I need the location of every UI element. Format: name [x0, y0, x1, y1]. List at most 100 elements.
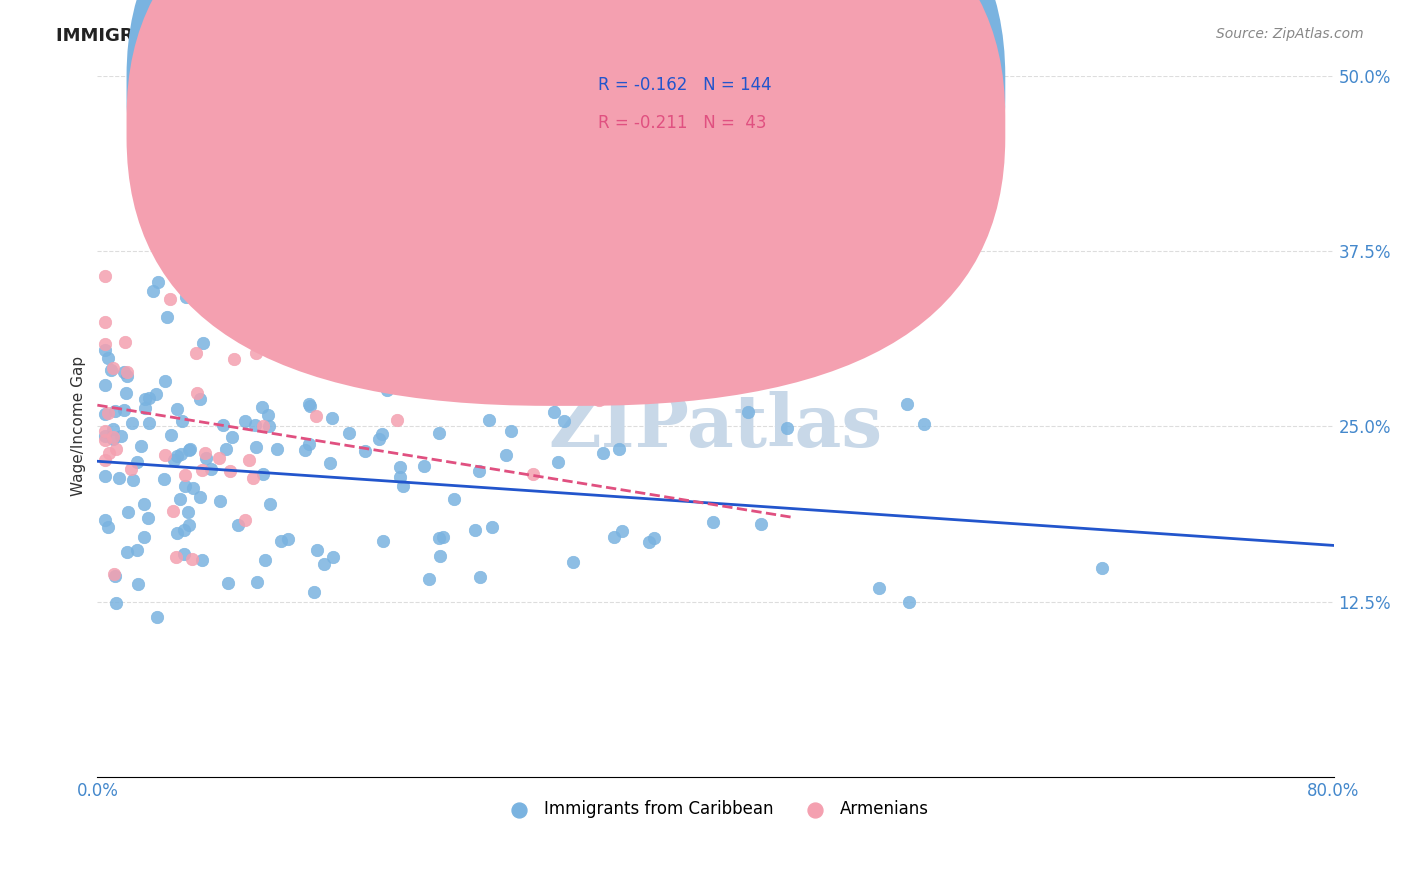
Point [134, 401, 156, 415]
Point [253, 553, 276, 567]
Point [110, 429, 132, 443]
Point [294, 442, 316, 457]
Point [117, 505, 139, 519]
Point [194, 446, 217, 460]
Point [387, 413, 409, 427]
Point [547, 455, 569, 469]
Point [252, 419, 274, 434]
Point [153, 472, 176, 486]
Point [94, 468, 117, 483]
Point [846, 321, 869, 335]
Point [588, 392, 610, 407]
Point [266, 442, 288, 457]
Point [245, 440, 267, 454]
Point [543, 405, 565, 419]
Point [134, 392, 156, 407]
Point [553, 414, 575, 428]
Point [103, 567, 125, 582]
Legend: Immigrants from Caribbean, Armenians: Immigrants from Caribbean, Armenians [495, 793, 935, 824]
Point [177, 518, 200, 533]
Point [121, 473, 143, 487]
Point [108, 471, 131, 485]
Point [429, 549, 451, 563]
Point [468, 384, 491, 398]
Point [94, 512, 117, 526]
Point [385, 359, 408, 374]
Point [522, 467, 544, 481]
Point [159, 292, 181, 306]
Point [186, 346, 208, 360]
Point [191, 553, 214, 567]
Point [97, 406, 120, 420]
Point [256, 408, 278, 422]
Point [97, 446, 120, 460]
Point [702, 515, 724, 529]
Point [97, 520, 120, 534]
Point [305, 409, 328, 424]
Point [418, 572, 440, 586]
Point [495, 448, 517, 462]
Point [242, 471, 264, 485]
Text: IMMIGRANTS FROM CARIBBEAN VS ARMENIAN WAGE/INCOME GAP CORRELATION CHART: IMMIGRANTS FROM CARIBBEAN VS ARMENIAN WA… [56, 27, 946, 45]
Point [94, 343, 117, 358]
Point [481, 519, 503, 533]
Point [177, 505, 200, 519]
Point [299, 400, 322, 414]
Point [277, 532, 299, 546]
Point [127, 577, 149, 591]
Point [252, 467, 274, 482]
Point [165, 549, 187, 564]
Point [166, 525, 188, 540]
Point [312, 557, 335, 571]
Point [104, 596, 127, 610]
Point [353, 443, 375, 458]
Point [211, 417, 233, 432]
Point [94, 424, 117, 438]
Point [250, 400, 273, 414]
Point [478, 413, 501, 427]
Point [97, 351, 120, 365]
Point [470, 570, 492, 584]
Point [138, 416, 160, 430]
Point [603, 530, 626, 544]
Point [371, 427, 394, 442]
Point [162, 504, 184, 518]
Point [468, 464, 491, 478]
Point [104, 403, 127, 417]
Text: Source: ZipAtlas.com: Source: ZipAtlas.com [1216, 27, 1364, 41]
Point [101, 432, 124, 446]
Point [115, 368, 138, 383]
Point [389, 459, 412, 474]
Point [174, 467, 197, 482]
Point [218, 464, 240, 478]
Point [155, 449, 177, 463]
Point [208, 494, 231, 508]
Point [100, 363, 122, 377]
Point [367, 432, 389, 446]
Point [524, 353, 547, 368]
Point [173, 547, 195, 561]
Point [170, 447, 193, 461]
Point [112, 365, 135, 379]
Point [181, 481, 204, 495]
Point [337, 425, 360, 440]
Point [94, 336, 117, 351]
Point [450, 388, 472, 402]
Point [235, 414, 257, 428]
Point [868, 581, 890, 595]
Text: ZIPatlas: ZIPatlas [548, 391, 883, 462]
Point [115, 386, 138, 401]
Point [246, 575, 269, 590]
Point [169, 491, 191, 506]
Point [274, 310, 297, 325]
Point [188, 392, 211, 406]
Point [319, 456, 342, 470]
Point [233, 513, 256, 527]
Point [775, 421, 797, 435]
Point [94, 268, 117, 283]
Point [105, 442, 128, 456]
Point [246, 337, 269, 351]
Point [103, 361, 125, 376]
Point [94, 408, 117, 422]
Point [412, 459, 434, 474]
